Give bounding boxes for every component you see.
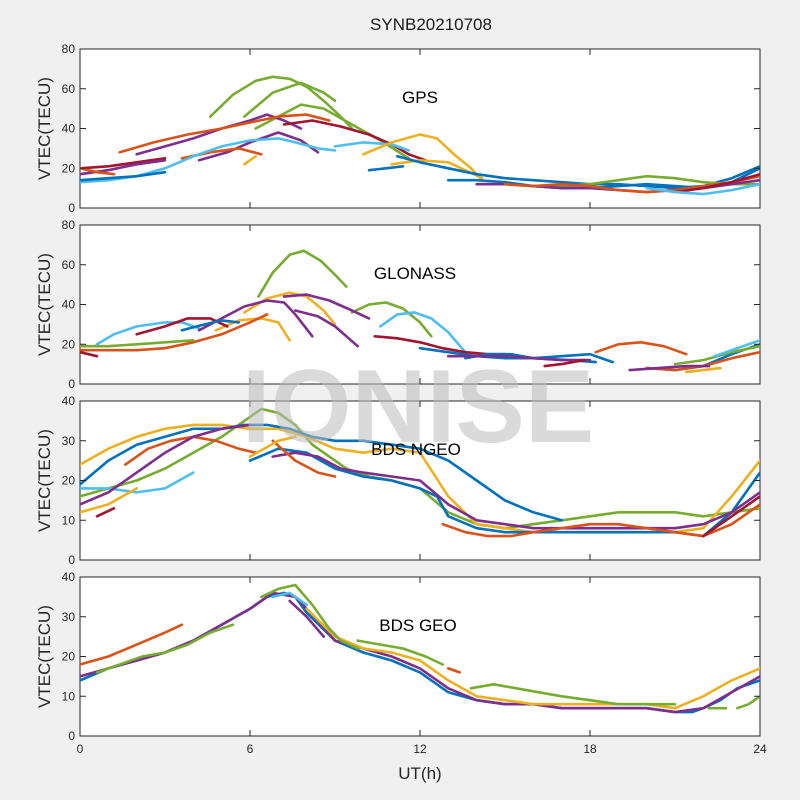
series-line xyxy=(362,133,484,182)
y-tick-label: 20 xyxy=(62,337,76,351)
series-line xyxy=(702,495,760,538)
series-line xyxy=(736,695,760,710)
y-tick-label: 10 xyxy=(62,689,76,703)
y-tick-label: 0 xyxy=(68,201,75,215)
series-line xyxy=(379,311,467,354)
series-line xyxy=(243,81,337,118)
series-line xyxy=(350,301,433,338)
series-line xyxy=(118,113,331,154)
panel-label: BDS GEO xyxy=(379,616,456,635)
series-line xyxy=(305,607,760,710)
series-line xyxy=(95,623,235,674)
y-axis-label: VTEC(TECU) xyxy=(35,429,54,532)
series-line xyxy=(80,623,184,666)
y-tick-label: 40 xyxy=(62,122,76,136)
y-tick-label: 10 xyxy=(62,513,76,527)
series-line xyxy=(80,170,167,182)
y-axis-label: VTEC(TECU) xyxy=(35,253,54,356)
y-tick-label: 30 xyxy=(62,434,76,448)
series-line xyxy=(271,439,337,478)
watermark: IONISE xyxy=(242,349,595,465)
panel-label: BDS NGEO xyxy=(371,440,461,459)
series-line xyxy=(685,366,722,374)
y-axis-label: VTEC(TECU) xyxy=(35,605,54,708)
series-line xyxy=(80,167,116,176)
series-line xyxy=(80,423,252,506)
series-line xyxy=(645,182,760,196)
y-tick-label: 80 xyxy=(62,42,76,56)
plot-area xyxy=(79,576,761,737)
series-line xyxy=(356,639,444,666)
y-tick-label: 40 xyxy=(62,298,76,312)
series-line xyxy=(282,119,427,162)
y-tick-label: 20 xyxy=(62,161,76,175)
panel-bds-geo: 0 10 20 30 40 0 6 12 18 24 VTEC(TECU) BDS GEO xyxy=(35,570,767,756)
series-group xyxy=(80,407,760,538)
y-tick-label: 0 xyxy=(68,377,75,391)
series-line xyxy=(294,309,359,348)
series-line xyxy=(243,155,257,166)
y-tick-label: 0 xyxy=(68,553,75,567)
y-tick-label: 40 xyxy=(62,394,76,408)
series-line xyxy=(594,341,688,356)
series-line xyxy=(282,293,371,320)
y-axis-label: VTEC(TECU) xyxy=(35,77,54,180)
series-line xyxy=(713,339,760,358)
series-line xyxy=(628,364,711,372)
y-tick-label: 60 xyxy=(62,82,76,96)
series-line xyxy=(95,507,116,518)
y-tick-label: 0 xyxy=(68,729,75,743)
series-line xyxy=(447,354,592,362)
series-line xyxy=(197,131,320,162)
series-line xyxy=(80,157,167,170)
plot-area xyxy=(79,224,761,385)
series-line xyxy=(271,451,760,530)
panel-label: GLONASS xyxy=(374,264,456,283)
x-tick-label: 24 xyxy=(753,742,767,756)
series-line xyxy=(260,583,359,650)
series-group xyxy=(80,75,760,196)
series-line xyxy=(80,313,269,352)
series-line xyxy=(333,141,410,152)
x-axis-label: UT(h) xyxy=(398,764,441,783)
series-line xyxy=(367,165,405,172)
series-line xyxy=(543,358,586,368)
y-tick-label: 40 xyxy=(62,570,76,584)
series-line xyxy=(80,339,195,348)
y-tick-label: 80 xyxy=(62,218,76,232)
y-tick-label: 20 xyxy=(62,650,76,664)
series-line xyxy=(80,423,563,522)
series-line xyxy=(95,321,201,346)
panel-label: GPS xyxy=(402,88,438,107)
x-tick-label: 12 xyxy=(413,742,427,756)
series-group xyxy=(80,249,760,374)
series-line xyxy=(271,591,308,607)
chart-title: SYNB20210708 xyxy=(370,15,492,34)
series-line xyxy=(180,319,240,332)
y-tick-label: 20 xyxy=(62,474,76,488)
series-line xyxy=(257,249,348,298)
series-line xyxy=(80,471,195,494)
panel-bds-ngeo: 0 10 20 30 40 VTEC(TECU) BDS NGEO xyxy=(35,394,761,567)
series-line xyxy=(197,299,314,338)
series-group xyxy=(80,583,760,714)
panel-gps: 0 20 40 60 80 VTEC(TECU) GPS xyxy=(35,42,761,215)
series-line xyxy=(469,683,677,706)
series-line xyxy=(80,350,99,358)
series-line xyxy=(447,667,461,674)
series-line xyxy=(288,599,325,638)
series-line xyxy=(248,435,297,458)
x-tick-label: 0 xyxy=(77,742,84,756)
x-tick-label: 18 xyxy=(583,742,597,756)
x-tick-label: 6 xyxy=(247,742,254,756)
series-line xyxy=(673,172,760,194)
y-tick-label: 30 xyxy=(62,610,76,624)
panel-glonass: 0 20 40 60 80 VTEC(TECU) GLONASS xyxy=(35,218,761,391)
series-line xyxy=(80,487,138,514)
y-tick-label: 60 xyxy=(62,258,76,272)
series-line xyxy=(209,75,354,130)
plot-area xyxy=(79,48,761,209)
